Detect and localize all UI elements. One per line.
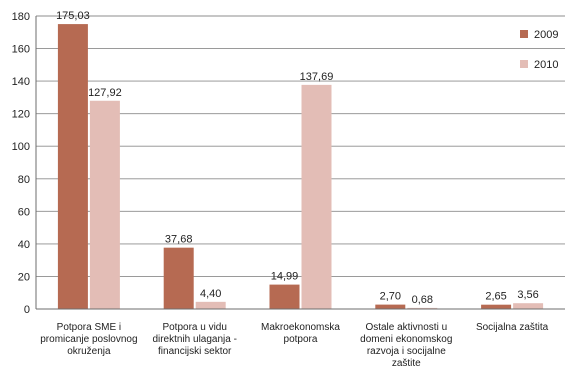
y-tick-label: 120 — [12, 109, 30, 121]
category-label: Ostale aktivnosti u — [365, 322, 447, 333]
bars — [57, 24, 544, 310]
data-label: 4,40 — [200, 288, 221, 300]
category-label: domeni ekonomskog — [360, 334, 452, 345]
y-tick-label: 180 — [12, 11, 30, 23]
category-label: potpora — [284, 334, 318, 345]
data-label: 3,56 — [517, 289, 538, 301]
data-label: 127,92 — [88, 87, 122, 99]
y-tick-label: 100 — [12, 141, 30, 153]
legend: 2009 2010 — [520, 29, 558, 71]
y-tick-label: 60 — [18, 206, 30, 218]
bar-2010 — [195, 301, 226, 309]
y-tick-label: 20 — [18, 271, 30, 283]
bar-2010 — [513, 303, 544, 309]
data-label: 0,68 — [412, 294, 433, 306]
bar-2010 — [301, 84, 332, 309]
gridlines — [36, 15, 565, 277]
category-label: Socijalna zaštita — [476, 322, 549, 333]
bar-2010 — [407, 307, 438, 309]
data-label: 175,03 — [56, 10, 90, 22]
data-label: 2,65 — [485, 291, 506, 303]
legend-label: 2010 — [534, 59, 558, 71]
y-tick-label: 140 — [12, 76, 30, 88]
bar-2009 — [57, 24, 88, 309]
data-label: 137,69 — [300, 71, 334, 83]
data-label: 14,99 — [271, 271, 299, 283]
data-labels: 175,03 127,92 37,68 4,40 14,99 137,69 2,70 0,68… — [56, 10, 539, 306]
y-tick-label: 40 — [18, 239, 30, 251]
bar-2009 — [481, 304, 512, 309]
legend-swatch — [520, 30, 528, 38]
category-label: direktnih ulaganja - — [152, 334, 237, 345]
category-label: promicanje poslovnog — [40, 334, 137, 345]
y-axis: 0 20 40 60 80 100 120 140 160 180 — [12, 11, 37, 316]
category-label: Makroekonomska — [261, 322, 340, 333]
category-label: financijski sektor — [158, 346, 232, 357]
legend-swatch — [520, 60, 528, 68]
data-label: 37,68 — [165, 234, 193, 246]
data-label: 2,70 — [380, 291, 401, 303]
bar-2009 — [269, 284, 300, 309]
category-label: Potpora SME i — [57, 322, 121, 333]
bar-2010 — [89, 100, 120, 310]
category-label: razvoja i socijalne — [367, 346, 446, 357]
y-tick-label: 80 — [18, 174, 30, 186]
category-label: okruženja — [67, 346, 111, 357]
y-tick-label: 0 — [24, 304, 30, 316]
category-label: Potpora u vidu — [162, 322, 227, 333]
bar-2009 — [375, 304, 406, 309]
category-label: zaštite — [392, 358, 421, 369]
y-tick-label: 160 — [12, 44, 30, 56]
bar-2009 — [163, 247, 194, 309]
legend-label: 2009 — [534, 29, 558, 41]
